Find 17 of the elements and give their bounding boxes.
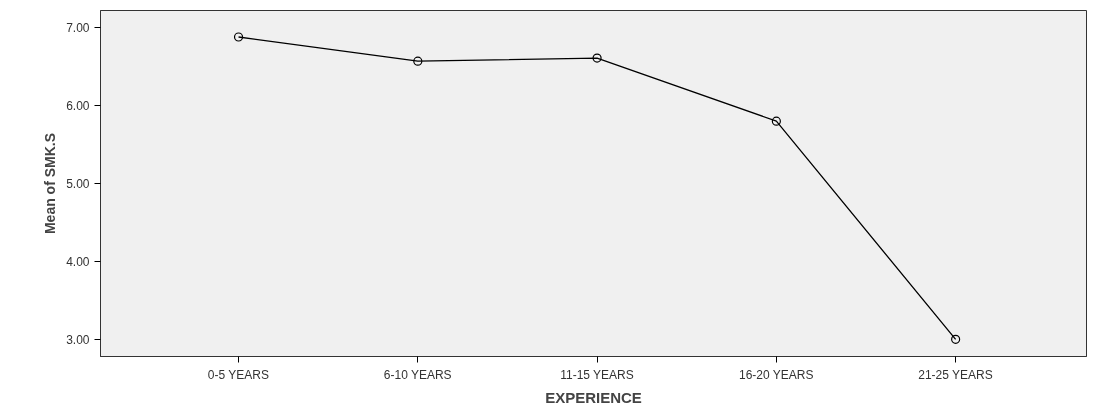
x-tick-label: 6-10 YEARS xyxy=(383,367,452,382)
point xyxy=(413,56,423,66)
x-tick-label: 0-5 YEARS xyxy=(207,367,270,382)
point xyxy=(771,116,781,126)
x-tick-label: 21-25 YEARS xyxy=(918,367,993,382)
x-tick-label: 16-20 YEARS xyxy=(739,367,814,382)
y-axis-title: Mean of SMK.S xyxy=(42,132,59,235)
y-tick-label: 3.00 xyxy=(66,332,90,347)
y-tick-label: 6.00 xyxy=(66,99,90,114)
point xyxy=(951,334,961,344)
x-tick-label: 11-15 YEARS xyxy=(560,367,634,382)
point xyxy=(233,32,244,42)
point xyxy=(592,53,602,63)
y-tick-label: 5.00 xyxy=(66,177,90,191)
y-tick-label: 4.00 xyxy=(66,254,90,269)
x-axis-title: EXPERIENCE xyxy=(545,388,642,406)
y-tick-label: 7.00 xyxy=(66,21,90,36)
